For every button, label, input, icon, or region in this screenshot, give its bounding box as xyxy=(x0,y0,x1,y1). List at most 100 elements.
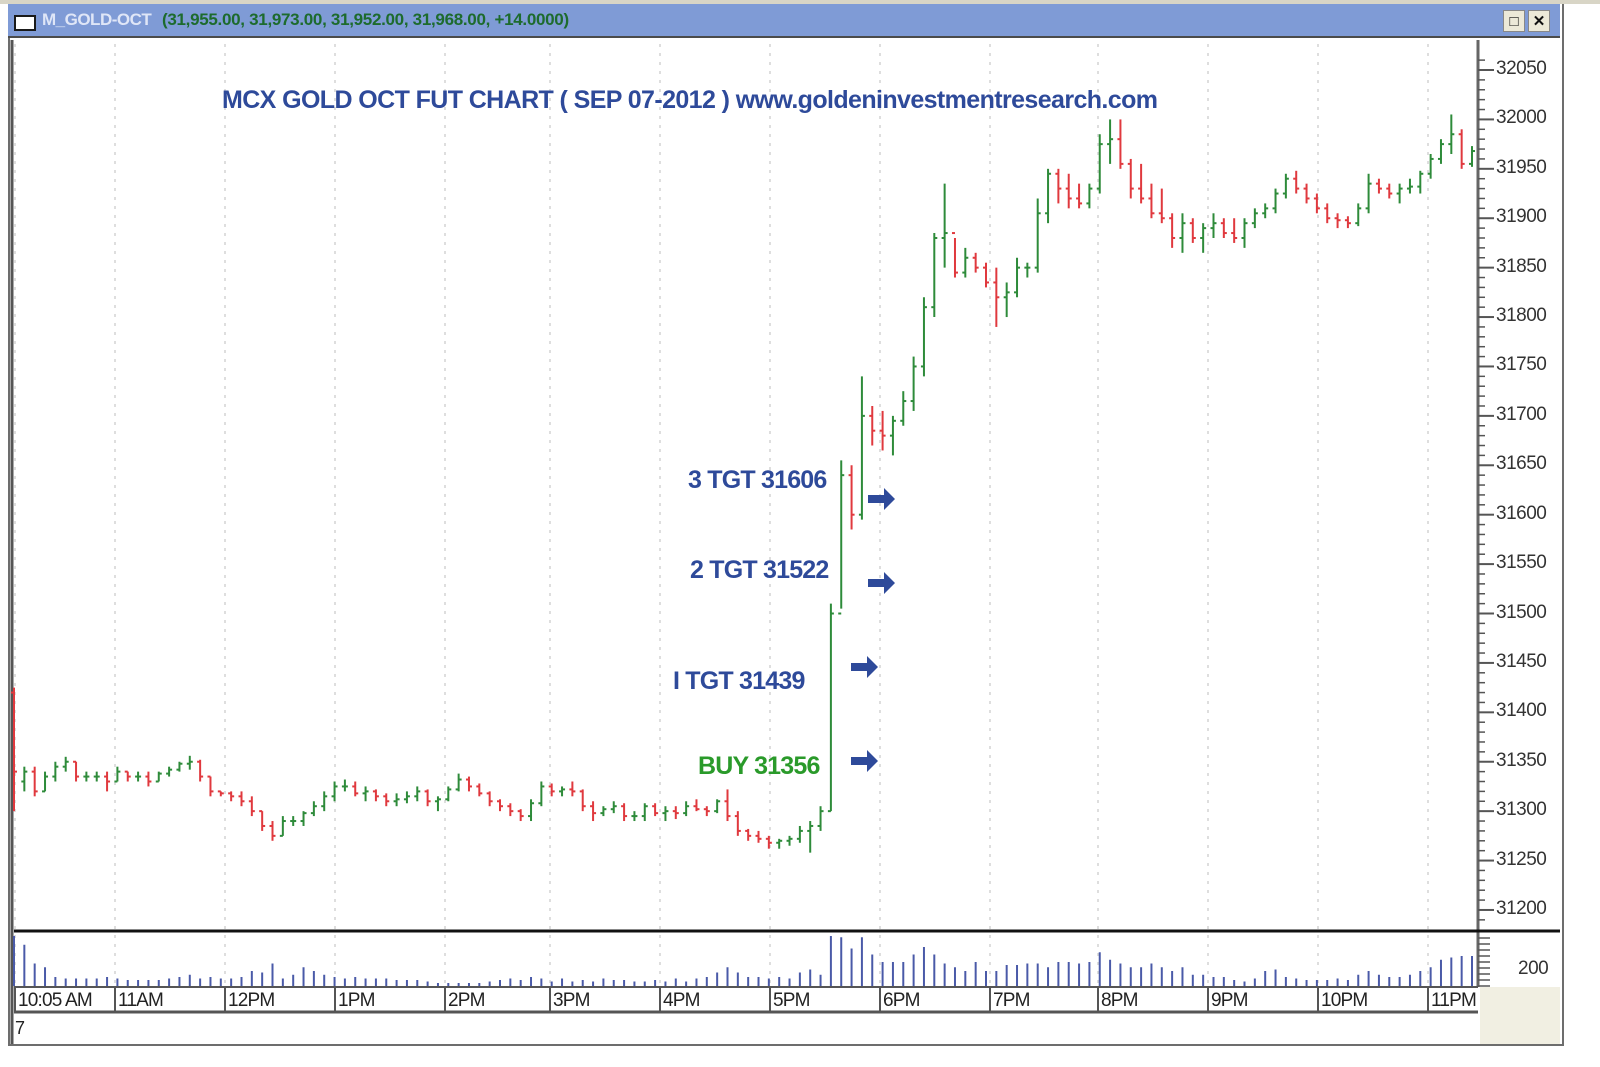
ohlc-bar xyxy=(341,779,348,792)
ohlc-bar xyxy=(1045,168,1052,224)
price-tick-label: 31850 xyxy=(1496,255,1547,277)
target-annotation: I TGT 31439 xyxy=(673,667,805,695)
ohlc-bar xyxy=(1179,213,1186,253)
arrow-right-icon xyxy=(868,572,895,594)
ohlc-bar xyxy=(1014,257,1021,298)
ohlc-bar xyxy=(662,806,669,822)
ohlc-bar xyxy=(135,771,142,782)
ohlc-bar xyxy=(93,771,100,782)
ohlc-bar xyxy=(248,796,255,817)
ohlc-bar xyxy=(972,252,979,273)
ohlc-bar xyxy=(1096,134,1103,194)
ohlc-bar xyxy=(641,803,648,822)
time-tick-label: 5PM xyxy=(773,990,810,1011)
ohlc-bar xyxy=(1003,282,1010,318)
arrow-right-icon xyxy=(851,656,878,678)
price-tick-label: 31200 xyxy=(1496,897,1547,919)
ohlc-bar xyxy=(83,771,90,782)
ohlc-bar xyxy=(569,781,576,797)
ohlc-bar xyxy=(1055,168,1062,204)
ohlc-bar xyxy=(362,786,369,802)
price-tick-label: 31400 xyxy=(1496,700,1547,722)
ohlc-bar xyxy=(1406,178,1413,194)
time-tick-label: 10:05 AM xyxy=(18,990,93,1011)
ohlc-bar xyxy=(1086,183,1093,209)
ohlc-bar xyxy=(745,828,752,841)
ohlc-bar xyxy=(1251,208,1258,229)
ohlc-bar xyxy=(1293,170,1300,194)
maximize-button[interactable]: □ xyxy=(1503,10,1525,32)
ohlc-bar xyxy=(724,789,731,822)
ohlc-bar xyxy=(186,755,193,770)
top-border xyxy=(0,0,1600,4)
time-tick-label: 1PM xyxy=(338,990,375,1011)
ohlc-bar xyxy=(910,356,917,411)
price-tick-label: 31350 xyxy=(1496,749,1547,771)
ohlc-bar xyxy=(1469,146,1475,167)
ohlc-bar xyxy=(321,791,328,812)
ohlc-bar xyxy=(124,770,131,782)
ohlc-bar xyxy=(1210,213,1217,238)
ohlc-bar xyxy=(879,410,886,451)
ohlc-bar xyxy=(403,791,410,804)
time-tick-label: 7PM xyxy=(993,990,1030,1011)
chart-window xyxy=(8,4,1564,1046)
ohlc-bar xyxy=(1427,153,1434,179)
ohlc-bar xyxy=(1107,119,1114,164)
ohlc-bar xyxy=(497,799,503,812)
ohlc-bar xyxy=(1448,114,1455,154)
ohlc-bar xyxy=(166,766,173,777)
time-tick-label: 3PM xyxy=(553,990,590,1011)
maximize-icon: □ xyxy=(1509,12,1519,30)
ohlc-bar xyxy=(827,603,834,813)
ohlc-bar xyxy=(993,267,1000,327)
ohlc-bar xyxy=(1458,129,1465,169)
arrow-right-icon xyxy=(868,488,895,510)
ohlc-bar xyxy=(900,391,907,426)
ohlc-bar xyxy=(1024,262,1031,278)
ohlc-bar xyxy=(1231,218,1238,243)
ohlc-bar xyxy=(528,799,535,822)
volume-axis-label: 200 xyxy=(1518,958,1549,979)
ohlc-bar xyxy=(1375,178,1382,194)
ohlc-bar xyxy=(228,791,235,802)
ohlc-bar xyxy=(538,781,545,807)
price-tick-label: 31300 xyxy=(1496,799,1547,821)
ohlc-bar xyxy=(207,775,214,797)
ohlc-bar xyxy=(548,783,555,797)
ohlc-bar xyxy=(1220,218,1227,238)
ohlc-bar xyxy=(197,759,204,782)
price-tick-label: 31500 xyxy=(1496,601,1547,623)
ohlc-bar xyxy=(1272,188,1279,214)
price-tick-label: 31550 xyxy=(1496,552,1547,574)
ohlc-bar xyxy=(817,806,824,831)
ohlc-bar xyxy=(486,791,493,807)
ohlc-bar xyxy=(259,810,266,831)
ohlc-bar xyxy=(1355,203,1362,227)
ohlc-bar xyxy=(962,247,969,278)
price-tick-label: 32000 xyxy=(1496,107,1547,129)
window-icon[interactable] xyxy=(14,15,36,31)
close-button[interactable]: ✕ xyxy=(1528,10,1550,32)
ohlc-bar xyxy=(1076,183,1083,209)
ohlc-readout: (31,955.00, 31,973.00, 31,952.00, 31,968… xyxy=(162,10,569,29)
close-icon: ✕ xyxy=(1532,13,1546,30)
ohlc-bar xyxy=(621,803,628,822)
time-tick-label: 10PM xyxy=(1321,990,1368,1011)
ohlc-bar xyxy=(1313,193,1320,214)
ohlc-bar xyxy=(455,773,462,792)
title-bar[interactable]: M_GOLD-OCT (31,955.00, 31,973.00, 31,952… xyxy=(8,4,1560,38)
ohlc-bar xyxy=(765,835,772,849)
ohlc-bar xyxy=(683,801,690,817)
time-tick-label: 11AM xyxy=(118,990,164,1011)
ohlc-bar xyxy=(703,806,710,817)
arrow-right-icon xyxy=(851,750,878,772)
ohlc-bar xyxy=(734,811,741,836)
ohlc-bar xyxy=(52,761,59,782)
target-annotation: 2 TGT 31522 xyxy=(690,556,829,584)
target-annotation: 3 TGT 31606 xyxy=(688,466,827,494)
ohlc-bar xyxy=(652,803,659,817)
ohlc-bar xyxy=(73,760,80,782)
time-tick-label: 2PM xyxy=(448,990,485,1011)
